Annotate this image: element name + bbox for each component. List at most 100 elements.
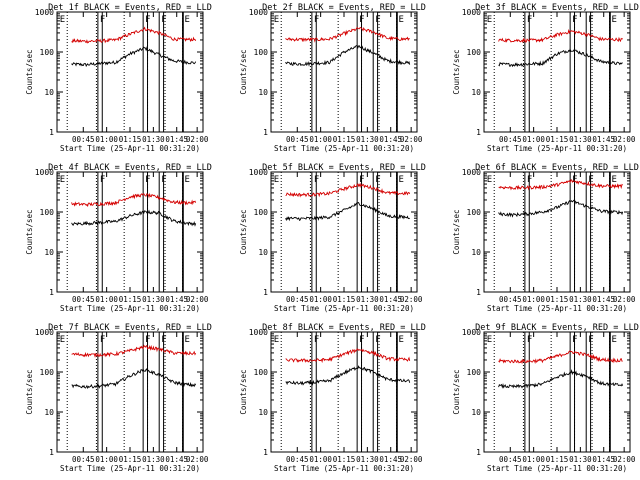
y-axis-label: Counts/sec bbox=[452, 49, 461, 94]
interval-marker: F bbox=[314, 175, 319, 185]
x-axis-label: Start Time (25-Apr-11 00:31:20) bbox=[487, 304, 627, 313]
interval-marker: E bbox=[487, 175, 492, 185]
plot-frame bbox=[56, 171, 204, 293]
interval-marker: F bbox=[588, 335, 593, 345]
panel-title: Det 6f BLACK = Events, RED = LLD bbox=[475, 163, 639, 173]
x-tick-label: 01:30 bbox=[142, 295, 165, 304]
interval-marker: E bbox=[185, 175, 190, 185]
detector-panel-6: Det 6f BLACK = Events, RED = LLD 1 10 100 10… bbox=[452, 163, 639, 313]
interval-marker: F bbox=[375, 335, 380, 345]
interval-marker: F bbox=[572, 15, 577, 25]
events-trace bbox=[498, 48, 623, 68]
y-tick-label: 1 bbox=[49, 448, 54, 457]
x-tick-label: 02:00 bbox=[613, 135, 636, 144]
interval-marker: F bbox=[572, 335, 577, 345]
interval-marker: E bbox=[487, 15, 492, 25]
x-tick-label: 01:00 bbox=[95, 295, 118, 304]
x-axis-label: Start Time (25-Apr-11 00:31:20) bbox=[60, 144, 200, 153]
x-tick-label: 02:00 bbox=[186, 455, 209, 464]
y-tick-label: 1000 bbox=[35, 168, 54, 177]
detector-panel-9: Det 9f BLACK = Events, RED = LLD 1 10 100 10… bbox=[452, 323, 639, 473]
events-trace bbox=[285, 365, 411, 386]
x-tick-label: 01:15 bbox=[546, 295, 569, 304]
detector-panel-2: Det 2f BLACK = Events, RED = LLD 1 10 100 10… bbox=[239, 3, 426, 153]
x-axis-label: Start Time (25-Apr-11 00:31:20) bbox=[60, 464, 200, 473]
events-trace bbox=[71, 46, 197, 68]
panel-title: Det 3f BLACK = Events, RED = LLD bbox=[475, 3, 639, 13]
x-tick-label: 02:00 bbox=[186, 135, 209, 144]
x-tick-label: 01:00 bbox=[522, 455, 545, 464]
y-tick-label: 10 bbox=[44, 88, 54, 97]
detector-panel-4: Det 4f BLACK = Events, RED = LLD 1 10 100 10… bbox=[25, 163, 212, 313]
x-tick-label: 01:00 bbox=[522, 295, 545, 304]
detector-panel-1: Det 1f BLACK = Events, RED = LLD 1 10 100 10… bbox=[25, 3, 212, 153]
x-tick-label: 00:45 bbox=[286, 295, 309, 304]
events-trace bbox=[285, 44, 411, 67]
interval-marker: E bbox=[399, 335, 404, 345]
x-tick-label: 00:45 bbox=[499, 135, 522, 144]
x-tick-label: 02:00 bbox=[186, 295, 209, 304]
interval-marker: F bbox=[145, 175, 150, 185]
y-tick-label: 100 bbox=[467, 368, 482, 377]
interval-marker: E bbox=[274, 15, 279, 25]
panel-title: Det 2f BLACK = Events, RED = LLD bbox=[262, 3, 426, 13]
interval-marker: E bbox=[185, 15, 190, 25]
x-tick-label: 01:30 bbox=[569, 295, 592, 304]
y-tick-label: 100 bbox=[467, 48, 482, 57]
interval-marker: F bbox=[100, 15, 105, 25]
x-axis-label: Start Time (25-Apr-11 00:31:20) bbox=[274, 144, 414, 153]
y-tick-label: 1000 bbox=[462, 8, 481, 17]
interval-marker: F bbox=[359, 175, 364, 185]
lld-trace bbox=[71, 192, 197, 208]
y-axis-label: Counts/sec bbox=[25, 49, 34, 94]
x-tick-label: 01:45 bbox=[165, 135, 188, 144]
y-tick-label: 1 bbox=[476, 288, 481, 297]
interval-marker: F bbox=[359, 335, 364, 345]
y-axis-label: Counts/sec bbox=[452, 369, 461, 414]
detector-panel-5: Det 5f BLACK = Events, RED = LLD 1 10 100 10… bbox=[239, 163, 426, 313]
x-tick-label: 00:45 bbox=[286, 135, 309, 144]
x-axis-label: Start Time (25-Apr-11 00:31:20) bbox=[60, 304, 200, 313]
x-axis-label: Start Time (25-Apr-11 00:31:20) bbox=[487, 144, 627, 153]
interval-marker: F bbox=[588, 175, 593, 185]
x-tick-label: 01:45 bbox=[592, 295, 615, 304]
x-tick-label: 01:30 bbox=[142, 455, 165, 464]
lld-trace bbox=[498, 28, 623, 44]
x-tick-label: 01:15 bbox=[333, 295, 356, 304]
y-tick-label: 10 bbox=[44, 408, 54, 417]
y-tick-label: 1 bbox=[49, 288, 54, 297]
interval-marker: F bbox=[161, 335, 166, 345]
interval-marker: E bbox=[612, 335, 617, 345]
y-tick-label: 100 bbox=[40, 368, 55, 377]
interval-marker: F bbox=[359, 15, 364, 25]
x-tick-label: 01:15 bbox=[119, 295, 142, 304]
interval-marker: E bbox=[612, 15, 617, 25]
x-tick-label: 01:45 bbox=[379, 455, 402, 464]
interval-marker: F bbox=[100, 335, 105, 345]
x-tick-label: 02:00 bbox=[613, 295, 636, 304]
y-axis-label: Counts/sec bbox=[239, 369, 248, 414]
interval-marker: F bbox=[314, 15, 319, 25]
x-tick-label: 01:45 bbox=[592, 455, 615, 464]
interval-marker: E bbox=[274, 175, 279, 185]
y-axis-label: Counts/sec bbox=[239, 209, 248, 254]
y-axis-label: Counts/sec bbox=[25, 209, 34, 254]
x-tick-label: 01:00 bbox=[95, 455, 118, 464]
events-trace bbox=[71, 368, 197, 390]
interval-marker: E bbox=[399, 175, 404, 185]
x-tick-label: 00:45 bbox=[72, 455, 95, 464]
x-tick-label: 01:45 bbox=[165, 455, 188, 464]
events-trace bbox=[285, 202, 410, 222]
x-axis-label: Start Time (25-Apr-11 00:31:20) bbox=[274, 464, 414, 473]
x-tick-label: 01:15 bbox=[546, 455, 569, 464]
panel-title: Det 9f BLACK = Events, RED = LLD bbox=[475, 323, 639, 333]
x-tick-label: 01:30 bbox=[356, 295, 379, 304]
events-trace bbox=[498, 368, 624, 389]
y-tick-label: 10 bbox=[258, 248, 268, 257]
events-trace bbox=[71, 209, 197, 227]
x-tick-label: 01:15 bbox=[333, 135, 356, 144]
x-tick-label: 01:45 bbox=[379, 295, 402, 304]
y-axis-label: Counts/sec bbox=[25, 369, 34, 414]
interval-marker: E bbox=[185, 335, 190, 345]
